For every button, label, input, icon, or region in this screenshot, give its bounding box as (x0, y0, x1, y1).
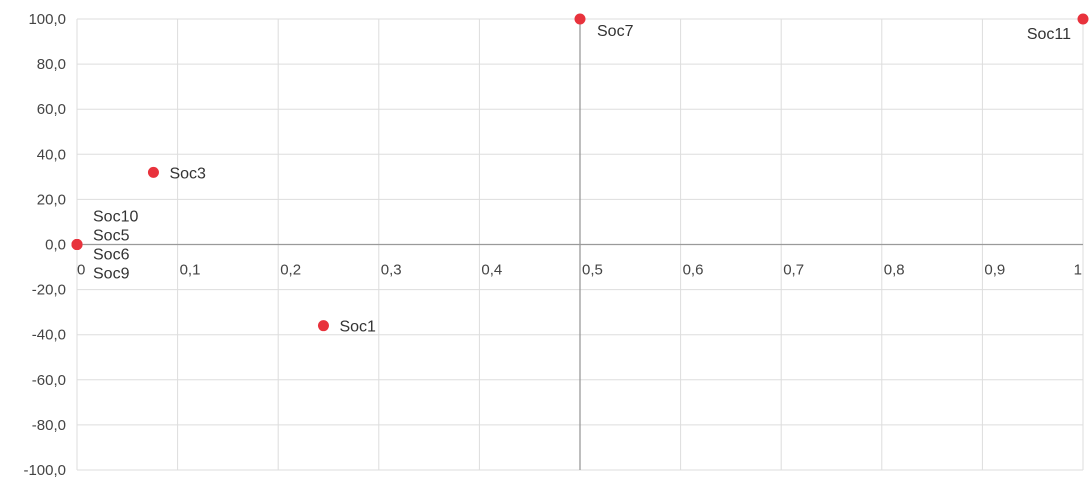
x-tick-label-7: 0,7 (783, 262, 804, 279)
data-points (71, 13, 1089, 332)
y-tick-label-4: 20,0 (37, 191, 66, 208)
x-tick-label-10: 1 (1074, 262, 1082, 279)
y-tick-labels: 100,0 80,0 60,0 40,0 20,0 0,0 -20,0 -40,0 -60,0 -… (23, 11, 66, 477)
data-point-soc3 (147, 166, 159, 178)
point-label-soc5: Soc5 (93, 228, 130, 245)
y-tick-label-9: -80,0 (32, 417, 66, 434)
y-tick-label-0: 100,0 (28, 11, 66, 28)
y-tick-label-5: 0,0 (45, 237, 66, 254)
y-tick-label-8: -60,0 (32, 372, 66, 389)
data-point-soc9 (71, 239, 83, 250)
data-point-soc1 (317, 320, 329, 332)
x-tick-labels: 0 0,1 0,2 0,3 0,4 0,5 0,6 0,7 0,8 0,9 1 (77, 262, 1082, 279)
point-label-soc10: Soc10 (93, 209, 138, 226)
point-labels: Soc7 Soc11 Soc3 Soc10 Soc5 Soc6 Soc9 Soc1 (93, 23, 1071, 336)
x-tick-label-0: 0 (77, 262, 85, 279)
x-tick-label-4: 0,4 (481, 262, 502, 279)
y-tick-label-3: 40,0 (37, 146, 66, 163)
point-label-soc7: Soc7 (597, 23, 634, 40)
y-tick-label-6: -20,0 (32, 282, 66, 299)
data-point-soc7 (574, 13, 586, 25)
x-tick-label-5: 0,5 (582, 262, 603, 279)
y-tick-label-10: -100,0 (23, 462, 66, 477)
data-point-soc11 (1077, 13, 1089, 25)
x-tick-label-6: 0,6 (683, 262, 704, 279)
x-tick-label-8: 0,8 (884, 262, 905, 279)
x-tick-label-3: 0,3 (381, 262, 402, 279)
y-tick-label-7: -40,0 (32, 327, 66, 344)
x-tick-label-2: 0,2 (280, 262, 301, 279)
point-label-soc6: Soc6 (93, 247, 130, 264)
point-label-soc9: Soc9 (93, 266, 130, 283)
point-label-soc11: Soc11 (1027, 26, 1071, 43)
point-label-soc1: Soc1 (339, 319, 376, 336)
x-tick-label-1: 0,1 (180, 262, 201, 279)
point-label-soc3: Soc3 (169, 165, 206, 182)
reference-lines (77, 19, 1083, 470)
x-tick-label-9: 0,9 (984, 262, 1005, 279)
y-tick-label-2: 60,0 (37, 101, 66, 118)
y-tick-label-1: 80,0 (37, 56, 66, 73)
